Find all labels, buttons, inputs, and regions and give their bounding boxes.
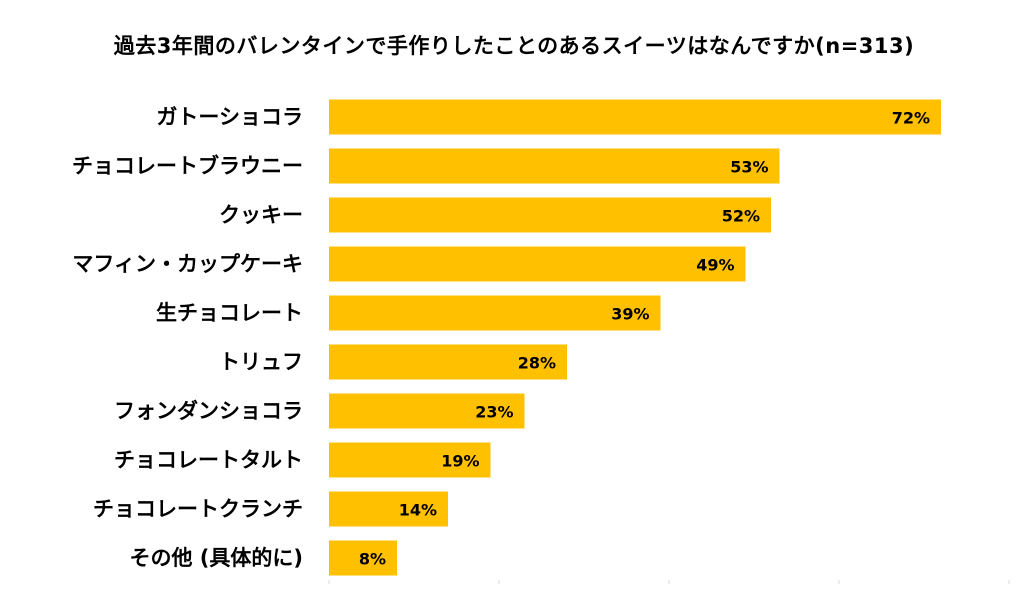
data-label: 52% — [722, 207, 760, 226]
bars-layer: ガトーショコラ 72% チョコレートブラウニー 53% クッキー 52% マフィン・カップケ… — [72, 99, 941, 576]
bar — [329, 246, 746, 282]
bar — [329, 197, 771, 233]
data-label: 23% — [475, 403, 513, 422]
category-label: 生チョコレート — [156, 301, 303, 325]
chart-title: 過去3年間のバレンタインで手作りしたことのあるスイーツはなんですか(n=313) — [113, 34, 915, 58]
category-label: トリュフ — [219, 350, 303, 374]
category-label: マフィン・カップケーキ — [72, 252, 303, 276]
data-label: 28% — [518, 354, 556, 373]
data-label: 14% — [399, 501, 437, 520]
category-label: チョコレートタルト — [114, 448, 303, 472]
category-label: フォンダンショコラ — [114, 399, 303, 423]
category-label: ガトーショコラ — [156, 105, 303, 129]
x-axis — [328, 580, 1010, 584]
bar — [329, 393, 525, 429]
data-label: 8% — [359, 550, 386, 569]
bar — [329, 99, 941, 135]
bar — [329, 295, 661, 331]
bar — [329, 442, 491, 478]
data-label: 19% — [441, 452, 479, 471]
data-label: 53% — [730, 158, 768, 177]
data-label: 39% — [611, 305, 649, 324]
bar — [329, 344, 567, 380]
data-label: 49% — [696, 256, 734, 275]
category-label: その他 (具体的に) — [129, 546, 303, 570]
category-label: チョコレートブラウニー — [72, 154, 303, 178]
category-label: チョコレートクランチ — [93, 497, 303, 521]
bar — [329, 491, 448, 527]
category-label: クッキー — [219, 203, 303, 227]
bar — [329, 540, 397, 576]
data-label: 72% — [892, 109, 930, 128]
bar — [329, 148, 780, 184]
